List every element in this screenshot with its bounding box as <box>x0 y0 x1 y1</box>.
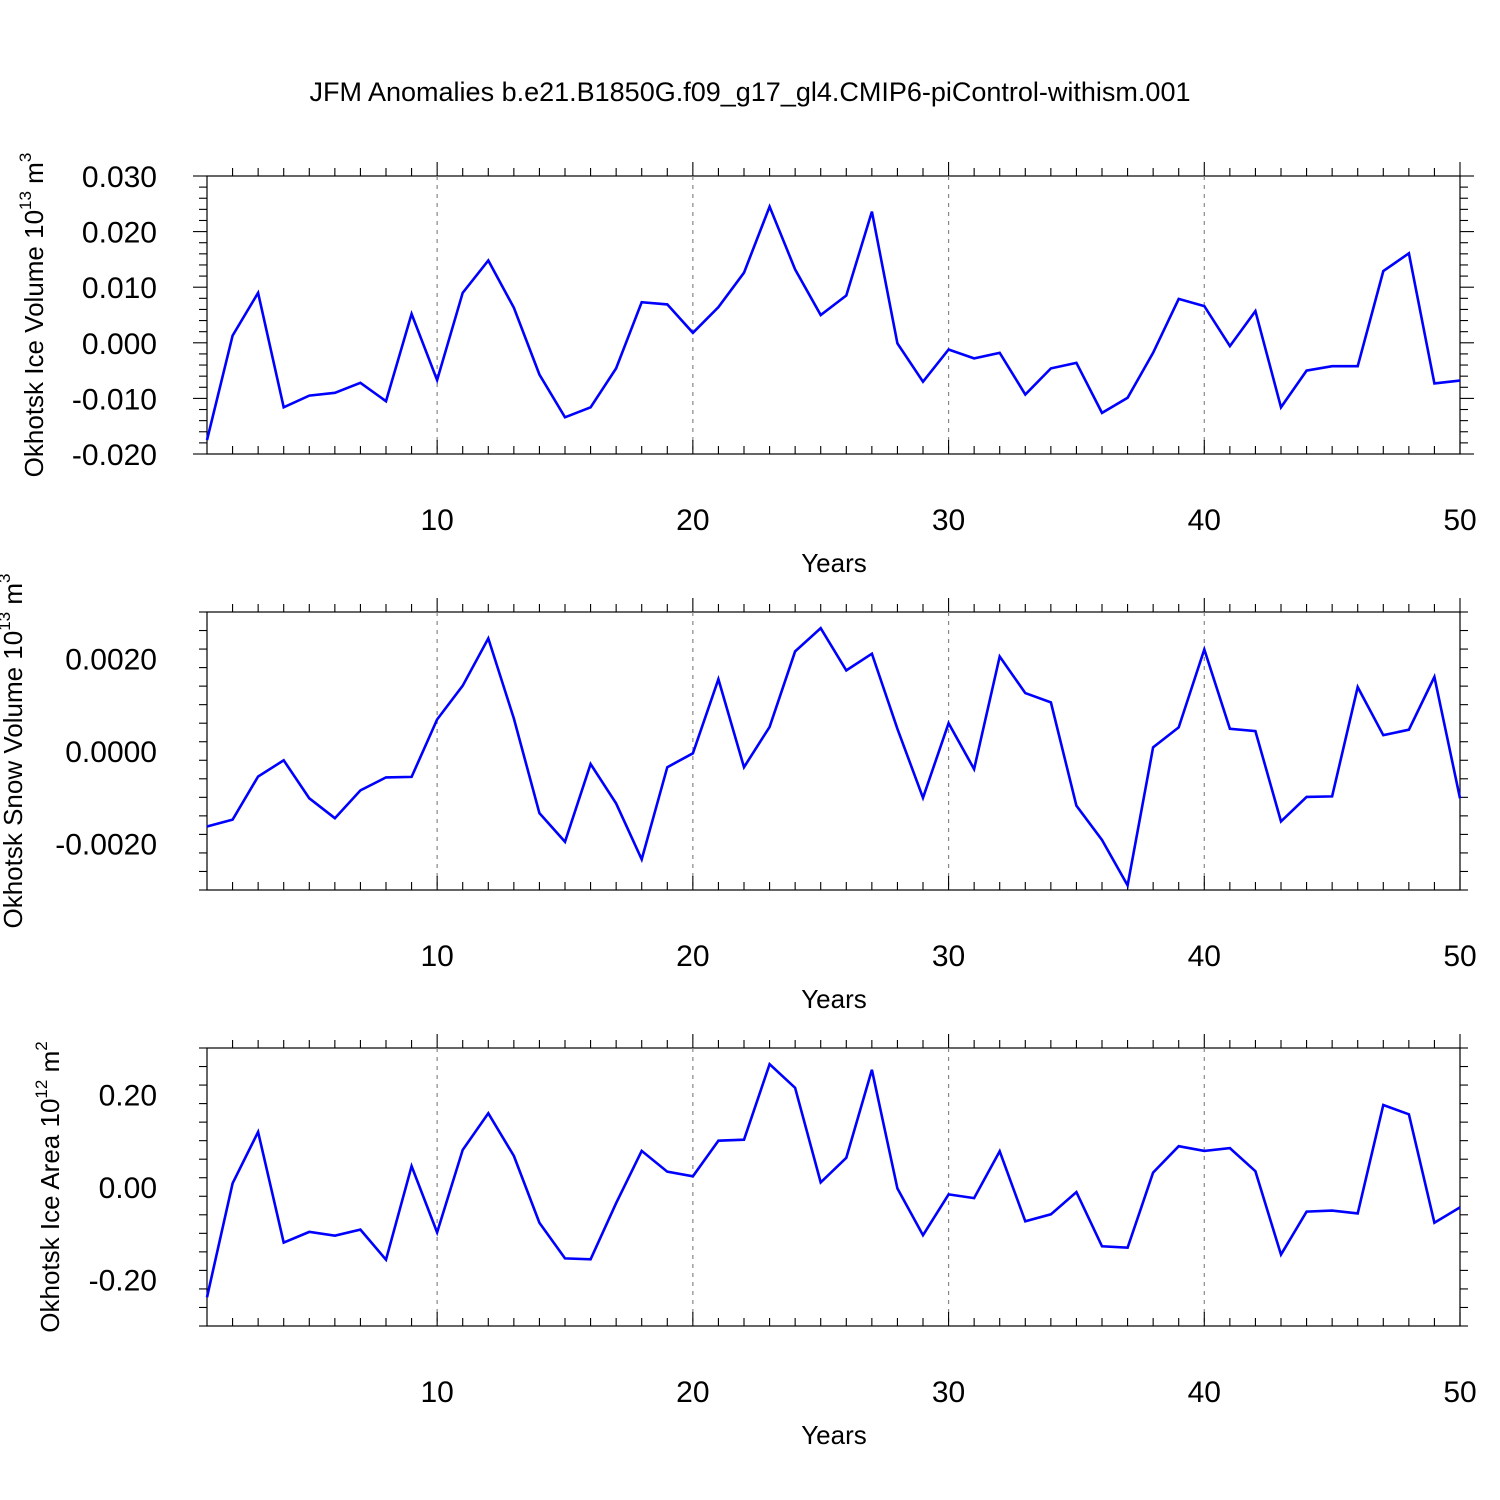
panel-snow-volume: 10 20 30 40 50 -0.0020 0.0000 0.0020 Years Okh… <box>0 573 1477 1014</box>
y-axis-label-text: Okhotsk Ice Volume 10 <box>19 210 49 477</box>
y-axis-label-text: Okhotsk Snow Volume 10 <box>0 631 28 929</box>
plot-frame <box>206 1047 1461 1327</box>
panel-ice-volume: 10 20 30 40 50 -0.020 -0.010 0.000 0.010 0.020 0.… <box>16 153 1477 578</box>
y-axis-label-exponent: 13 <box>0 612 14 631</box>
y-tick-label: -0.0020 <box>55 829 157 862</box>
plot-frame <box>206 175 1461 455</box>
y-axis-label-exponent: 12 <box>32 1080 51 1099</box>
axis-ticks <box>199 1034 1468 1327</box>
y-tick-labels: -0.0020 0.0000 0.0020 <box>55 643 157 861</box>
y-axis-label: Okhotsk Ice Volume 1013 m3 <box>16 153 49 478</box>
y-axis-label-unit: m <box>19 162 49 184</box>
x-tick-label: 30 <box>932 504 965 537</box>
x-tick-label: 10 <box>420 504 453 537</box>
plot-frame <box>206 611 1461 891</box>
x-tick-label: 50 <box>1443 940 1476 973</box>
y-tick-label: -0.20 <box>89 1265 157 1298</box>
x-tick-label: 50 <box>1443 1376 1476 1409</box>
y-tick-label: 0.000 <box>82 328 157 361</box>
y-tick-labels: -0.020 -0.010 0.000 0.010 0.020 0.030 <box>72 161 157 472</box>
x-axis-label: Years <box>801 1420 867 1450</box>
y-axis-label-exponent: 13 <box>16 191 35 210</box>
x-tick-label: 30 <box>932 940 965 973</box>
y-tick-label: 0.030 <box>82 161 157 194</box>
y-axis-label-unit: m <box>0 583 28 605</box>
x-grid <box>436 1048 1205 1326</box>
x-tick-label: 40 <box>1188 504 1221 537</box>
y-axis-label-space <box>19 184 49 191</box>
x-tick-labels: 10 20 30 40 50 <box>420 940 1476 973</box>
y-axis-label-space <box>0 605 28 612</box>
x-tick-label: 40 <box>1188 1376 1221 1409</box>
y-tick-label: 0.010 <box>82 272 157 305</box>
axis-ticks <box>193 162 1474 455</box>
x-tick-label: 50 <box>1443 504 1476 537</box>
x-tick-label: 40 <box>1188 940 1221 973</box>
y-tick-label: 0.00 <box>99 1172 157 1205</box>
panel-ice-area: 10 20 30 40 50 -0.20 0.00 0.20 Years Okhotsk I… <box>32 1034 1477 1450</box>
x-tick-label: 10 <box>420 1376 453 1409</box>
x-tick-label: 30 <box>932 1376 965 1409</box>
x-tick-label: 10 <box>420 940 453 973</box>
x-tick-labels: 10 20 30 40 50 <box>420 1376 1476 1409</box>
figure-title: JFM Anomalies b.e21.B1850G.f09_g17_gl4.C… <box>310 77 1191 107</box>
series-line <box>206 626 1462 890</box>
axis-ticks <box>199 598 1468 891</box>
x-grid <box>436 612 1205 890</box>
x-axis-label: Years <box>801 548 867 578</box>
y-axis-label-unit-exponent: 3 <box>0 573 14 582</box>
series-line <box>205 203 1461 441</box>
y-axis-label-space <box>35 1072 65 1079</box>
y-tick-labels: -0.20 0.00 0.20 <box>89 1079 157 1297</box>
y-axis-label-unit: m <box>35 1051 65 1073</box>
y-axis-label: Okhotsk Snow Volume 1013 m3 <box>0 573 28 928</box>
y-axis-label-unit-exponent: 3 <box>16 153 35 162</box>
y-tick-label: -0.010 <box>72 383 157 416</box>
y-tick-label: 0.020 <box>82 217 157 250</box>
x-tick-label: 20 <box>676 940 709 973</box>
y-tick-label: 0.0000 <box>65 736 157 769</box>
y-tick-label: 0.20 <box>99 1079 157 1112</box>
y-axis-label-text: Okhotsk Ice Area 10 <box>35 1099 65 1333</box>
x-tick-label: 20 <box>676 504 709 537</box>
y-axis-label-unit-exponent: 2 <box>32 1041 51 1050</box>
x-tick-label: 20 <box>676 1376 709 1409</box>
y-axis-label: Okhotsk Ice Area 1012 m2 <box>32 1041 65 1332</box>
y-tick-label: -0.020 <box>72 439 157 472</box>
y-tick-label: 0.0020 <box>65 643 157 676</box>
x-axis-label: Years <box>801 984 867 1014</box>
x-tick-labels: 10 20 30 40 50 <box>420 504 1476 537</box>
series-line <box>205 1061 1461 1298</box>
x-grid <box>436 176 1205 454</box>
